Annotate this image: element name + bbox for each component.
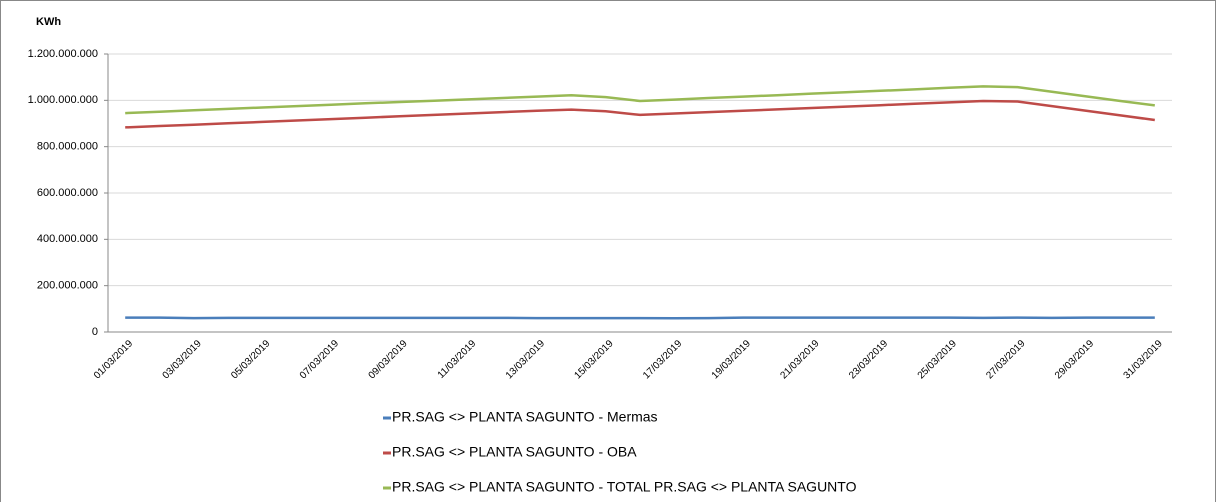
line-series — [125, 316, 1155, 320]
x-tick-label: 27/03/2019 — [984, 338, 1027, 381]
legend-label: PR.SAG <> PLANTA SAGUNTO - OBA — [392, 444, 637, 460]
line-series — [125, 99, 1155, 129]
x-tick-label: 07/03/2019 — [298, 338, 341, 381]
y-axis-label: KWh — [36, 16, 61, 28]
line-series — [125, 85, 1155, 115]
x-tick-label: 15/03/2019 — [572, 338, 615, 381]
x-tick-label: 21/03/2019 — [778, 338, 821, 381]
y-tick-label: 200.000.000 — [37, 280, 98, 292]
y-tick-label: 0 — [92, 326, 98, 338]
y-tick-label: 400.000.000 — [37, 233, 98, 245]
x-tick-label: 23/03/2019 — [847, 338, 890, 381]
x-tick-label: 13/03/2019 — [504, 338, 547, 381]
x-tick-label: 17/03/2019 — [641, 338, 684, 381]
x-tick-label: 05/03/2019 — [229, 338, 272, 381]
x-tick-label: 09/03/2019 — [367, 338, 410, 381]
x-tick-label: 11/03/2019 — [436, 338, 479, 381]
x-tick-label: 03/03/2019 — [161, 338, 204, 381]
y-tick-label: 800.000.000 — [37, 141, 98, 153]
legend-label: PR.SAG <> PLANTA SAGUNTO - Mermas — [392, 409, 658, 425]
legend-label: PR.SAG <> PLANTA SAGUNTO - TOTAL PR.SAG … — [392, 479, 857, 495]
y-tick-label: 1.200.000.000 — [28, 48, 98, 60]
x-tick-label: 19/03/2019 — [710, 338, 753, 381]
y-tick-label: 600.000.000 — [37, 187, 98, 199]
y-tick-label: 1.000.000.000 — [28, 94, 98, 106]
x-tick-label: 01/03/2019 — [92, 338, 135, 381]
x-tick-label: 25/03/2019 — [916, 338, 959, 381]
x-tick-label: 29/03/2019 — [1053, 338, 1096, 381]
x-tick-label: 31/03/2019 — [1122, 338, 1165, 381]
